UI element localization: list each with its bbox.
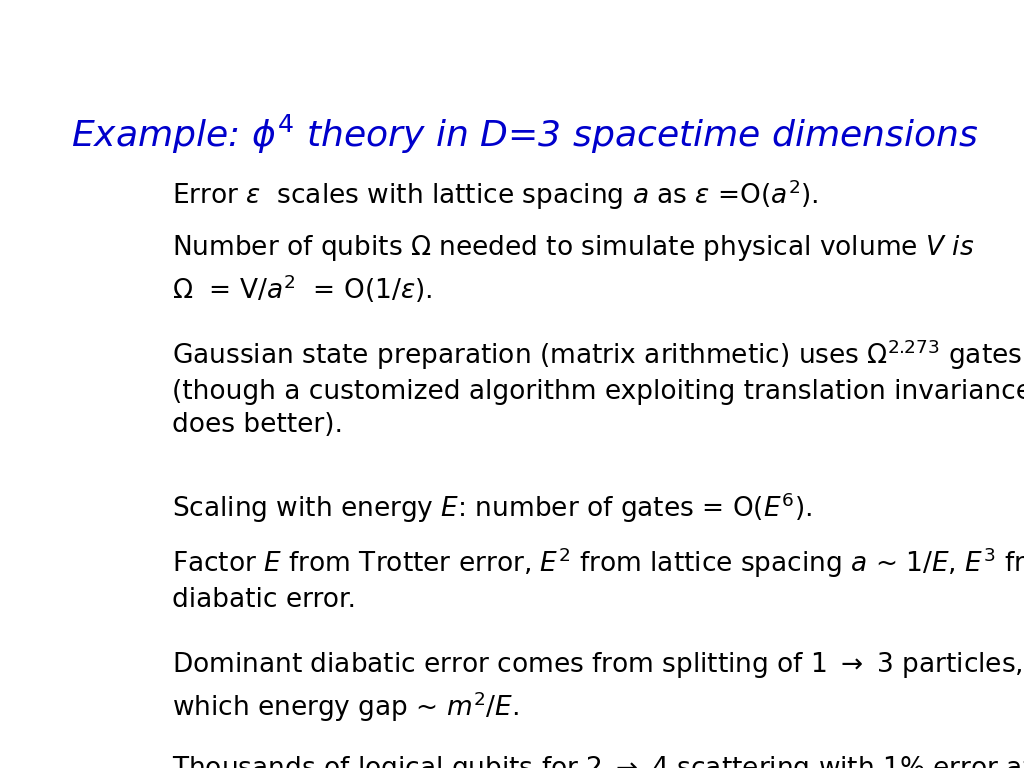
Text: Number of qubits $\Omega$ needed to simulate physical volume $V$ $is$
$\Omega$  : Number of qubits $\Omega$ needed to simu… [172, 233, 974, 305]
Text: Error $\varepsilon$  scales with lattice spacing $a$ as $\varepsilon$ =O($a^2$).: Error $\varepsilon$ scales with lattice … [172, 178, 818, 213]
Text: Factor $E$ from Trotter error, $E^2$ from lattice spacing $a$ ~ 1/$E$, $E^3$ fro: Factor $E$ from Trotter error, $E^2$ fro… [172, 546, 1024, 613]
Text: Thousands of logical qubits for 2 $\rightarrow$ 4 scattering with 1% error at $E: Thousands of logical qubits for 2 $\righ… [172, 754, 1024, 768]
Text: Dominant diabatic error comes from splitting of 1 $\rightarrow$ 3 particles, for: Dominant diabatic error comes from split… [172, 650, 1024, 723]
Text: Scaling with energy $E$: number of gates = O($E^6$).: Scaling with energy $E$: number of gates… [172, 490, 812, 525]
Text: Example: $\phi^4$ theory in D=3 spacetime dimensions: Example: $\phi^4$ theory in D=3 spacetim… [71, 113, 979, 156]
Text: Gaussian state preparation (matrix arithmetic) uses $\Omega^{2.273}$ gates.
(tho: Gaussian state preparation (matrix arith… [172, 338, 1024, 438]
